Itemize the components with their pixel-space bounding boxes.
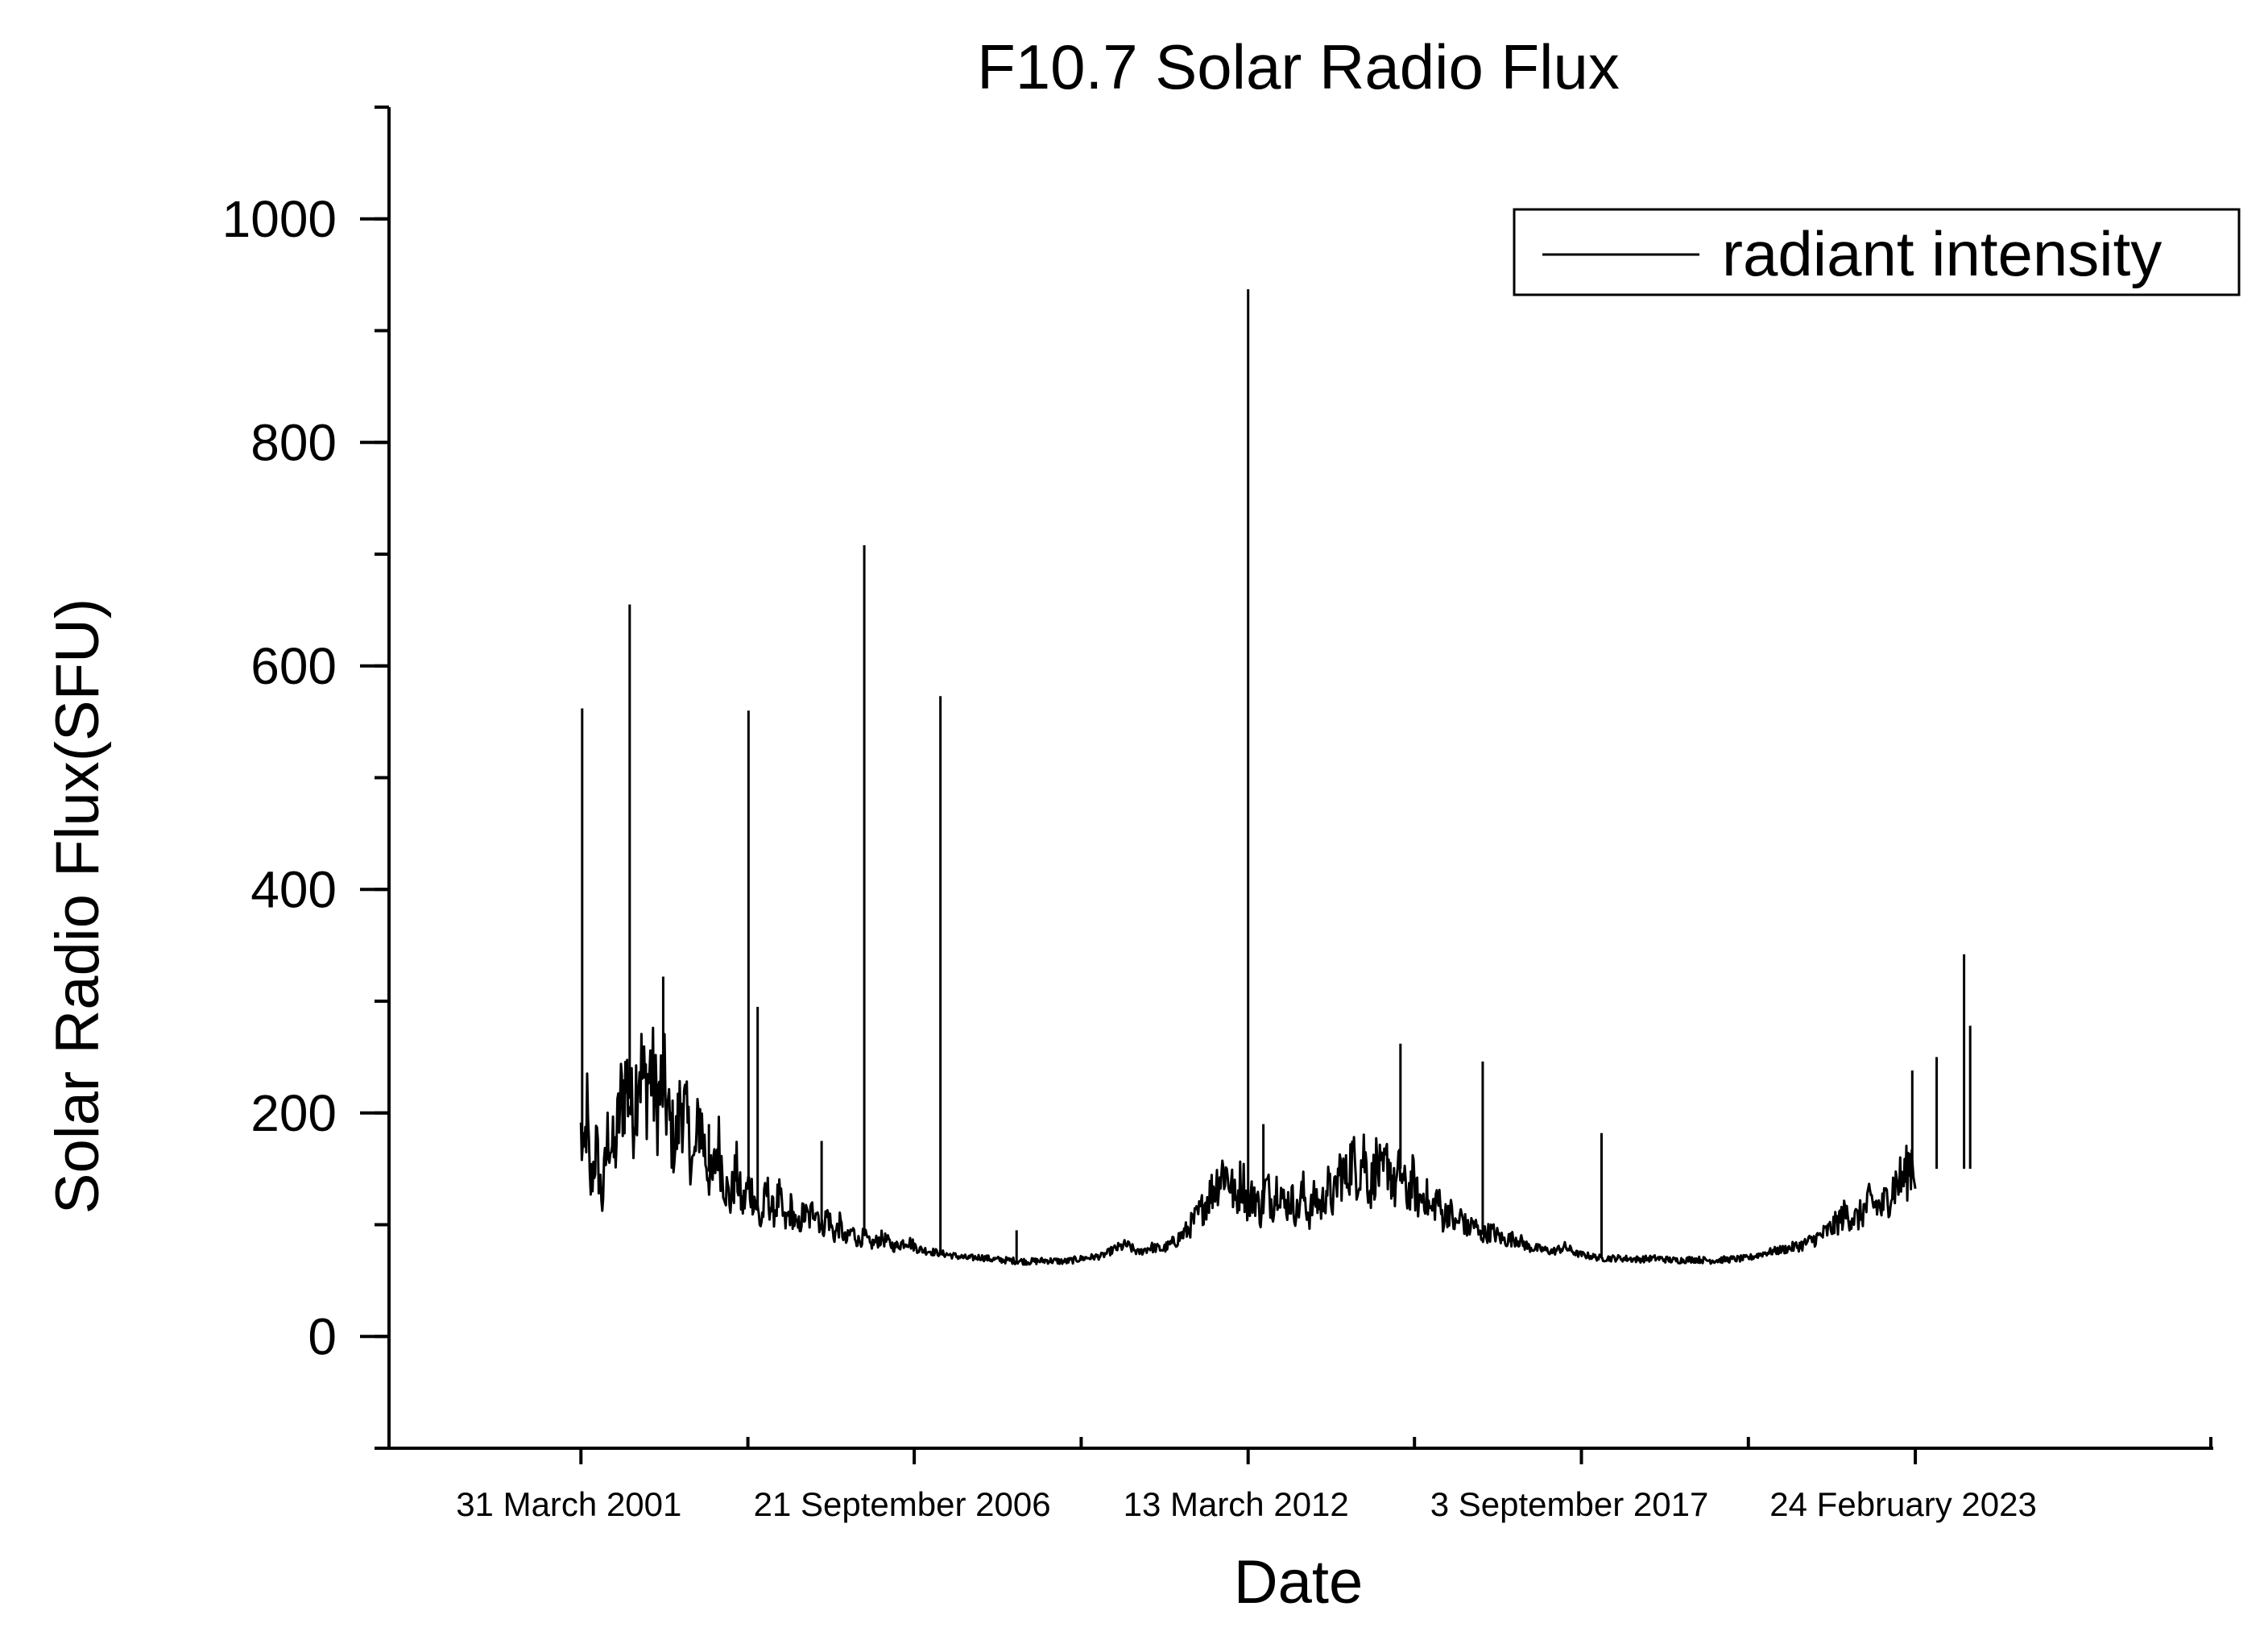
y-tick-label: 0 (308, 1307, 337, 1365)
chart-title: F10.7 Solar Radio Flux (977, 31, 1620, 102)
x-tick-label: 31 March 2001 (456, 1485, 681, 1523)
y-tick-label: 600 (250, 637, 337, 695)
y-ticks: 0 200 400 600 800 1000 (222, 106, 389, 1450)
legend: radiant intensity (1513, 208, 2241, 296)
y-tick-label: 1000 (222, 190, 337, 248)
y-axis-label: Solar Radio Flux(SFU) (43, 598, 112, 1214)
x-ticks: 31 March 2001 21 September 2006 13 March 2… (387, 1437, 2212, 1523)
x-tick-label: 3 September 2017 (1430, 1485, 1709, 1523)
y-tick-label: 800 (250, 413, 337, 471)
legend-box (1513, 208, 2241, 296)
y-tick-label: 400 (250, 860, 337, 918)
spike-group (581, 289, 1972, 1261)
x-tick-label: 21 September 2006 (754, 1485, 1051, 1523)
x-axis-label: Date (1234, 1548, 1364, 1617)
legend-label: radiant intensity (1722, 218, 2162, 289)
y-tick-label: 200 (250, 1084, 337, 1142)
x-tick-label: 24 February 2023 (1769, 1485, 2037, 1523)
axes (387, 107, 2213, 1450)
x-tick-label: 13 March 2012 (1124, 1485, 1349, 1523)
